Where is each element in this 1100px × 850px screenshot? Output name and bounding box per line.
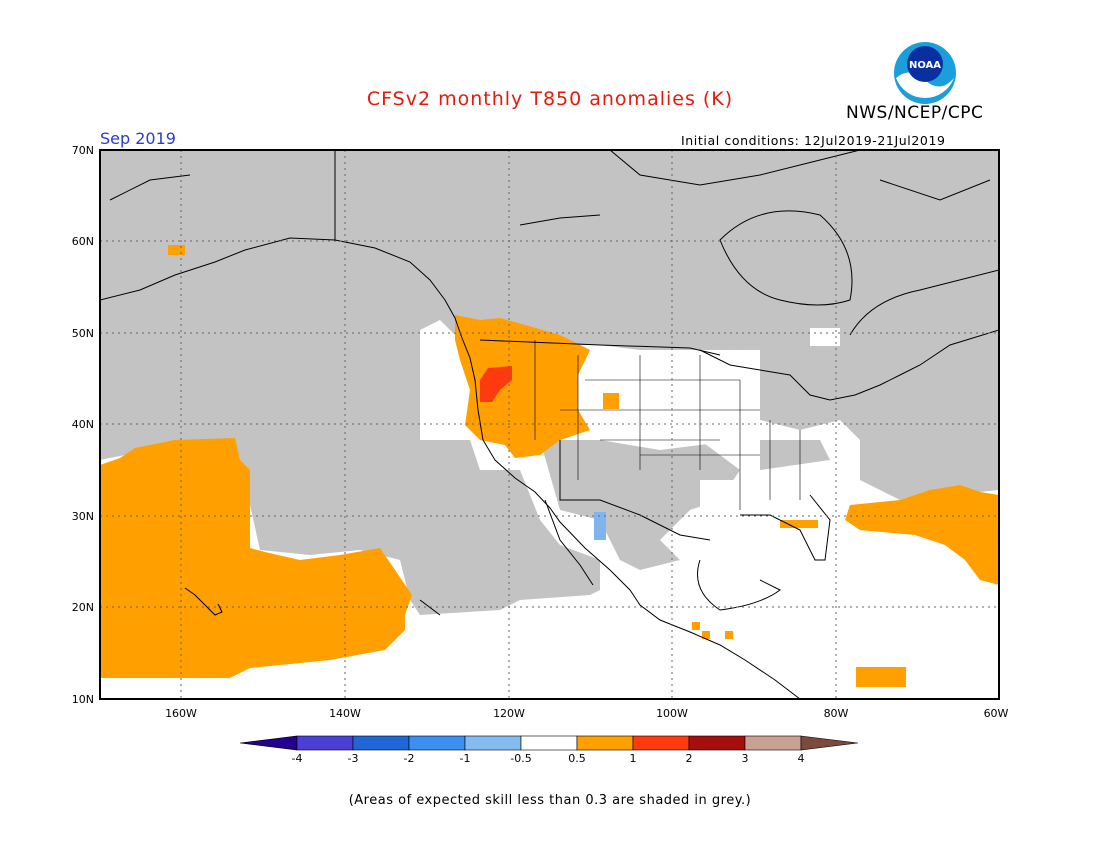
colorbar-tick-label: -3	[348, 752, 359, 765]
colorbar-segment	[464, 735, 522, 751]
colorbar-tick-label: -2	[404, 752, 415, 765]
colorbar-tick-label: 1	[630, 752, 637, 765]
colorbar-tick-label: 0.5	[568, 752, 586, 765]
lat-label: 10N	[72, 693, 94, 706]
colorbar-tick-label: -0.5	[510, 752, 531, 765]
lon-label: 140W	[329, 707, 361, 720]
colorbar-tick-label: 3	[742, 752, 749, 765]
colorbar-segment	[744, 735, 802, 751]
initial-conditions: Initial conditions: 12Jul2019-21Jul2019	[681, 133, 946, 148]
lat-label: 70N	[72, 144, 94, 157]
colorbar-segment	[408, 735, 466, 751]
colorbar-segment	[632, 735, 690, 751]
strong-positive-region	[480, 366, 512, 402]
footnote: (Areas of expected skill less than 0.3 a…	[348, 793, 752, 808]
colorbar-tick-label: -1	[460, 752, 471, 765]
colorbar-segment	[296, 735, 354, 751]
colorbar-arrow-low	[239, 735, 298, 751]
map-frame	[99, 149, 1000, 700]
positive-anomaly-region	[100, 245, 999, 687]
negative-anomaly-region	[594, 512, 606, 540]
lat-label: 20N	[72, 601, 94, 614]
lon-label: 120W	[493, 707, 525, 720]
lon-label: 80W	[824, 707, 849, 720]
colorbar-tick-label: 4	[798, 752, 805, 765]
colorbar-tick-label: -4	[292, 752, 303, 765]
lat-label: 60N	[72, 235, 94, 248]
graticule	[100, 150, 999, 699]
lon-label: 100W	[656, 707, 688, 720]
colorbar: -4 -3 -2 -1 -0.5 0.5 1 2 3 4	[239, 735, 859, 765]
lat-label: 50N	[72, 327, 94, 340]
lon-axis: 160W 140W 120W 100W 80W 60W	[165, 707, 1008, 720]
forecast-month: Sep 2019	[100, 129, 176, 148]
colorbar-segment	[688, 735, 746, 751]
colorbar-segment	[352, 735, 410, 751]
noaa-logo: NOAA	[894, 42, 956, 104]
agency-label: NWS/NCEP/CPC	[846, 103, 984, 123]
lon-label: 160W	[165, 707, 197, 720]
lon-label: 60W	[984, 707, 1009, 720]
chart-title: CFSv2 monthly T850 anomalies (K)	[366, 88, 734, 110]
coastlines	[100, 150, 999, 699]
logo-text: NOAA	[909, 60, 941, 71]
colorbar-segment	[520, 735, 578, 751]
colorbar-tick-label: 2	[686, 752, 693, 765]
lat-axis: 70N 60N 50N 40N 30N 20N 10N	[72, 144, 94, 706]
state-borders	[534, 340, 801, 510]
lat-label: 30N	[72, 510, 94, 523]
lat-label: 40N	[72, 418, 94, 431]
colorbar-segment	[576, 735, 634, 751]
anomaly-map: 70N 60N 50N 40N 30N 20N 10N 160W 140W 12…	[72, 144, 1009, 720]
colorbar-arrow-high	[800, 735, 859, 751]
